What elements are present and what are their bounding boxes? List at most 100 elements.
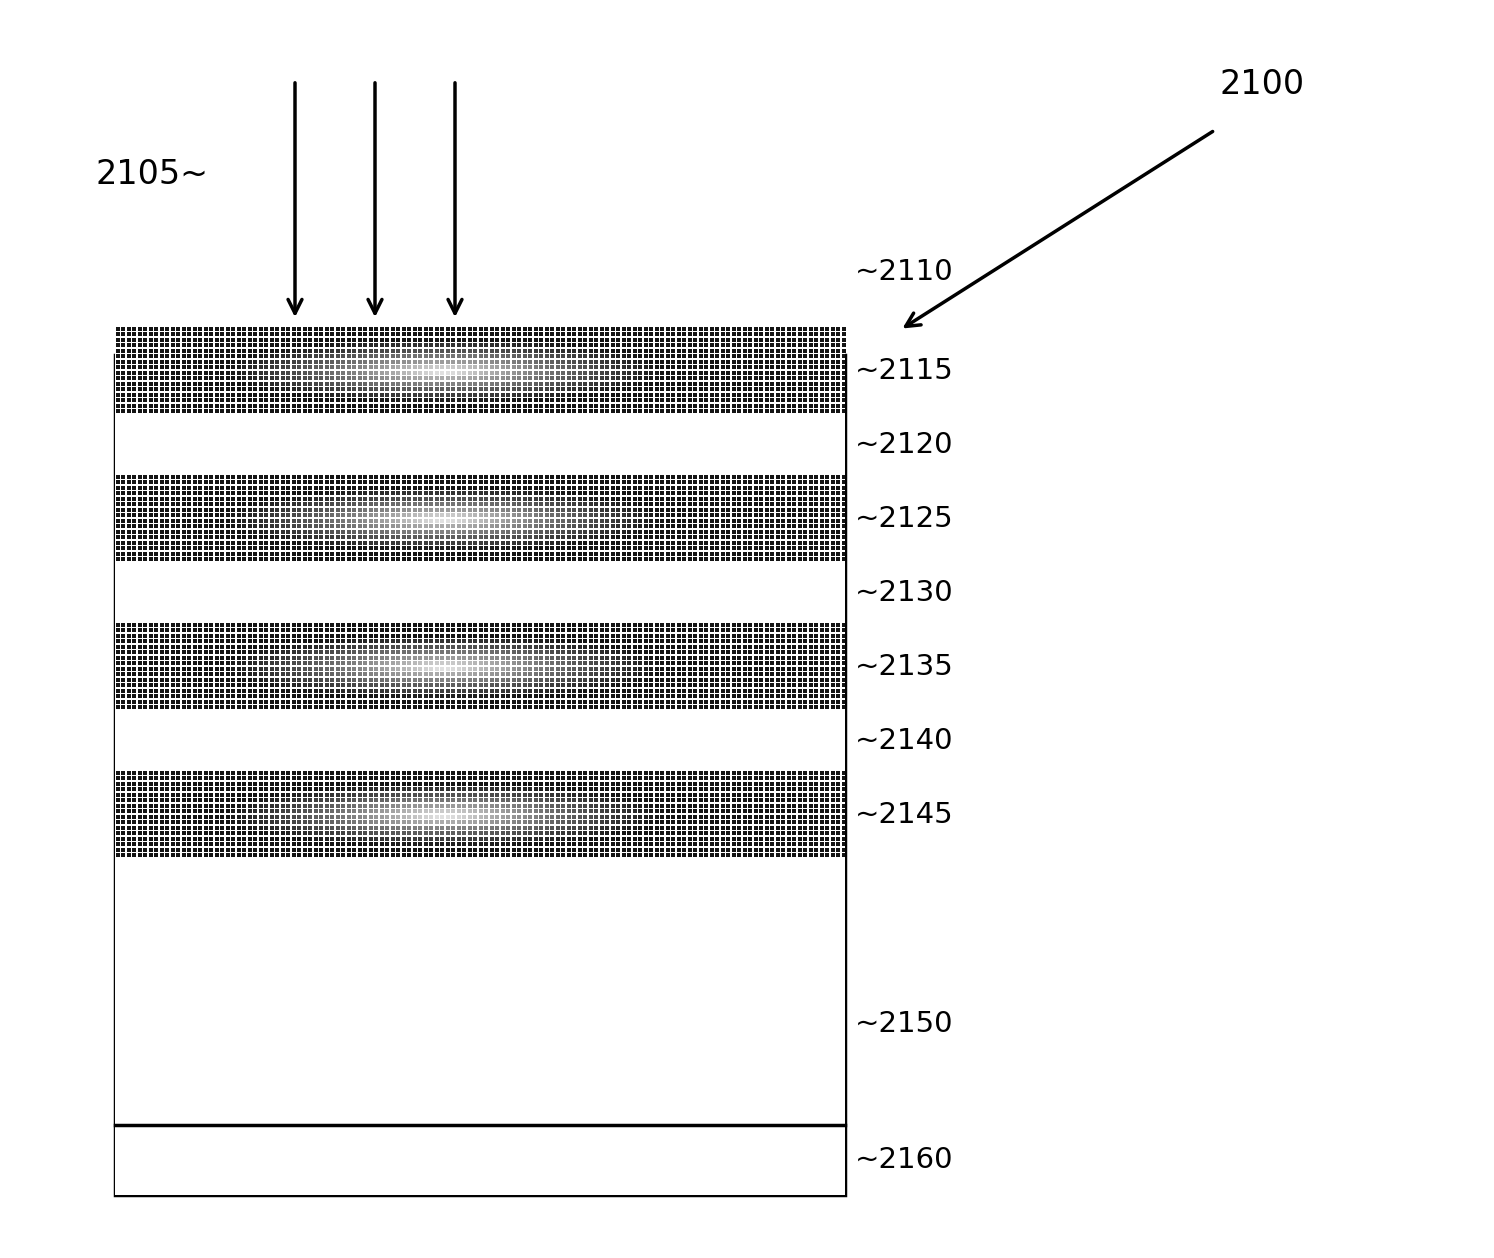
Bar xyxy=(825,518,829,523)
Bar xyxy=(303,381,306,386)
Bar xyxy=(287,809,290,813)
Bar xyxy=(451,645,456,649)
Bar xyxy=(369,799,372,803)
Bar xyxy=(804,525,807,528)
Bar xyxy=(270,639,273,643)
Bar xyxy=(363,848,368,852)
Bar xyxy=(638,706,642,710)
Bar xyxy=(236,848,241,852)
Bar xyxy=(704,623,708,626)
Bar xyxy=(765,662,769,665)
Bar xyxy=(435,497,439,501)
Bar xyxy=(605,387,610,391)
Bar xyxy=(798,634,802,638)
Bar xyxy=(468,337,472,342)
Bar xyxy=(693,541,698,545)
Bar xyxy=(170,486,175,489)
Bar xyxy=(759,332,763,336)
Bar xyxy=(149,557,152,561)
Bar xyxy=(324,699,329,703)
Bar xyxy=(748,837,753,840)
Bar xyxy=(748,332,753,336)
Bar xyxy=(363,706,368,710)
Bar xyxy=(720,650,725,654)
Bar xyxy=(379,662,384,665)
Bar xyxy=(412,525,417,528)
Bar xyxy=(566,404,571,408)
Bar xyxy=(199,655,202,659)
Bar xyxy=(226,672,230,677)
Bar xyxy=(320,525,323,528)
Bar xyxy=(258,508,263,512)
Bar xyxy=(308,376,312,380)
Bar xyxy=(605,399,610,403)
Bar xyxy=(275,365,279,370)
Bar xyxy=(330,376,335,380)
Bar xyxy=(281,804,285,808)
Bar xyxy=(693,546,698,550)
Bar xyxy=(484,843,489,847)
Bar xyxy=(391,848,394,852)
Bar xyxy=(644,365,648,370)
Bar xyxy=(320,502,323,506)
Bar xyxy=(506,387,511,391)
Bar xyxy=(726,853,731,857)
Bar xyxy=(583,360,587,364)
Bar xyxy=(203,825,208,830)
Bar xyxy=(176,843,181,847)
Bar xyxy=(837,650,840,654)
Bar xyxy=(566,634,571,638)
Bar xyxy=(412,655,417,659)
Bar xyxy=(330,667,335,671)
Bar xyxy=(633,662,636,665)
Bar xyxy=(644,781,648,786)
Bar xyxy=(291,804,296,808)
Bar xyxy=(556,706,560,710)
Bar xyxy=(583,332,587,336)
Bar xyxy=(633,474,636,479)
Bar xyxy=(133,409,136,413)
Bar xyxy=(500,788,505,791)
Bar xyxy=(644,518,648,523)
Bar xyxy=(418,781,423,786)
Bar xyxy=(341,348,345,352)
Bar xyxy=(424,688,427,693)
Bar xyxy=(589,650,593,654)
Bar xyxy=(121,355,125,359)
Bar xyxy=(720,552,725,556)
Bar xyxy=(495,623,499,626)
Bar xyxy=(209,360,214,364)
Bar xyxy=(303,530,306,533)
Bar xyxy=(391,672,394,677)
Bar xyxy=(831,332,835,336)
Bar xyxy=(275,837,279,840)
Bar xyxy=(687,678,692,682)
Bar xyxy=(468,525,472,528)
Bar xyxy=(622,525,626,528)
Bar xyxy=(616,678,620,682)
Bar xyxy=(248,546,252,550)
Bar xyxy=(236,706,241,710)
Bar xyxy=(550,667,554,671)
Bar xyxy=(556,355,560,359)
Bar xyxy=(275,376,279,380)
Bar xyxy=(121,639,125,643)
Bar xyxy=(841,371,846,375)
Bar xyxy=(232,650,235,654)
Bar xyxy=(792,639,796,643)
Bar xyxy=(402,628,406,633)
Bar xyxy=(837,486,840,489)
Bar xyxy=(143,381,148,386)
Bar xyxy=(589,404,593,408)
Bar xyxy=(699,809,702,813)
Bar xyxy=(804,672,807,677)
Bar xyxy=(759,525,763,528)
Bar xyxy=(396,486,400,489)
Bar xyxy=(127,376,131,380)
Bar xyxy=(529,399,532,403)
Bar xyxy=(792,825,796,830)
Bar xyxy=(232,788,235,791)
Bar xyxy=(616,776,620,780)
Bar xyxy=(611,530,614,533)
Bar xyxy=(660,694,665,698)
